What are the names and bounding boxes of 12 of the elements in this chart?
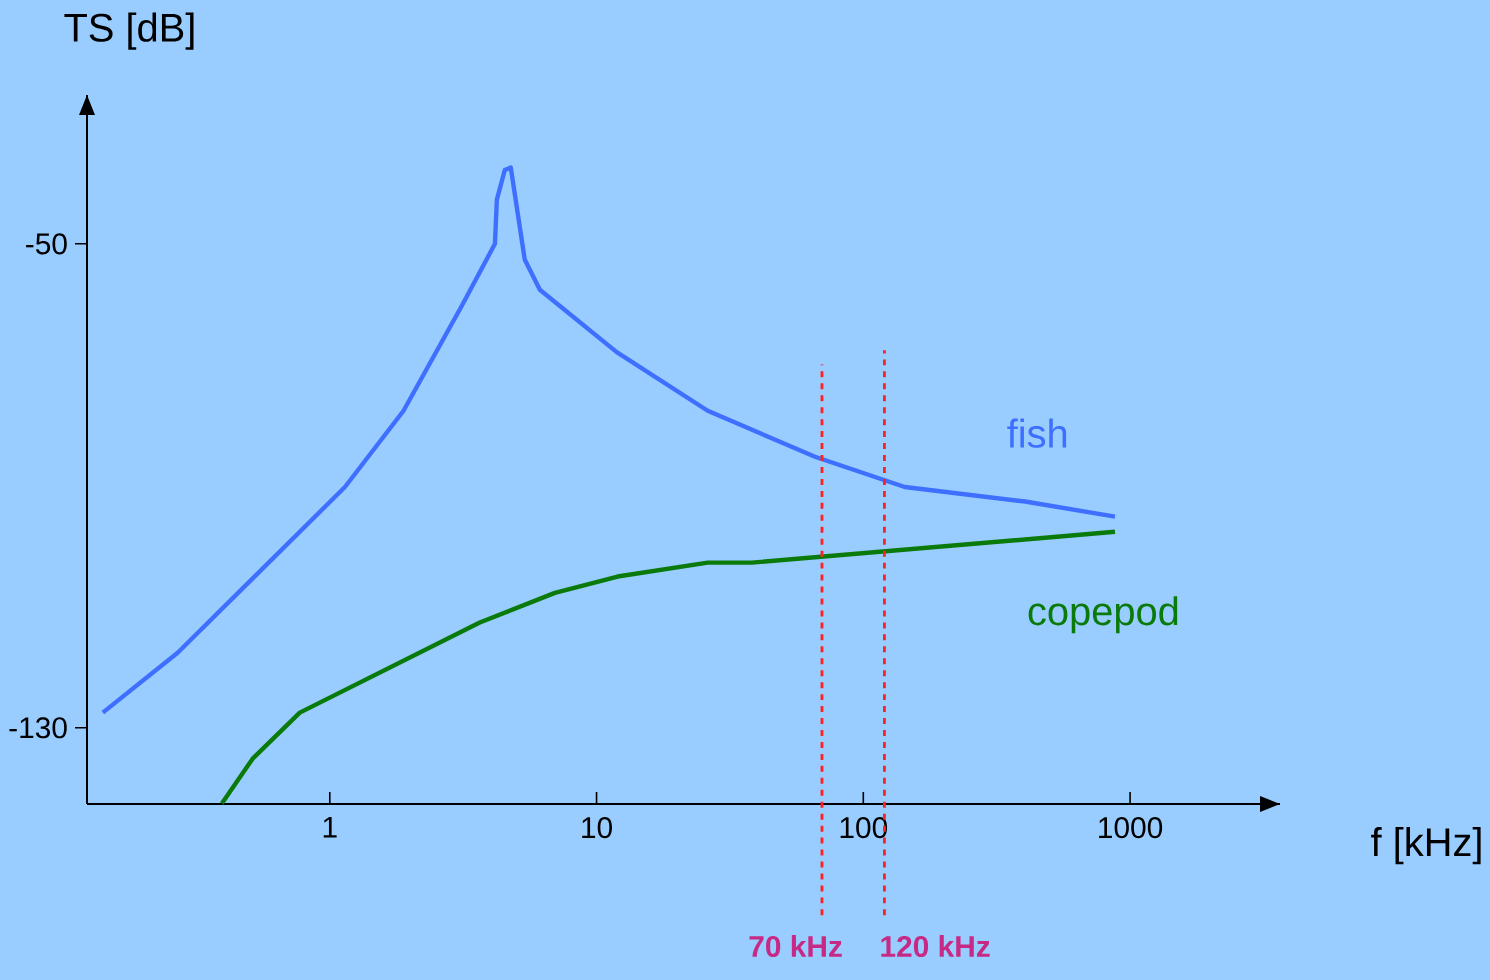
series-label: fish — [1007, 418, 1067, 448]
x-tick-label: 1 — [323, 817, 337, 838]
ref-line-label: 120 kHz — [881, 935, 990, 958]
x-tick-label: 100 — [840, 817, 888, 839]
y-tick-label: -50 — [26, 233, 67, 255]
y-tick-label: -130 — [9, 717, 67, 739]
x-tick-label: 10 — [582, 817, 612, 839]
series-label: copepod — [1028, 596, 1178, 634]
y-axis-title: TS [dB] — [64, 12, 194, 50]
ref-line-label: 70 kHz — [749, 935, 842, 958]
x-axis-title: f [kHz] — [1371, 827, 1481, 865]
x-tick-label: 1000 — [1099, 817, 1163, 839]
